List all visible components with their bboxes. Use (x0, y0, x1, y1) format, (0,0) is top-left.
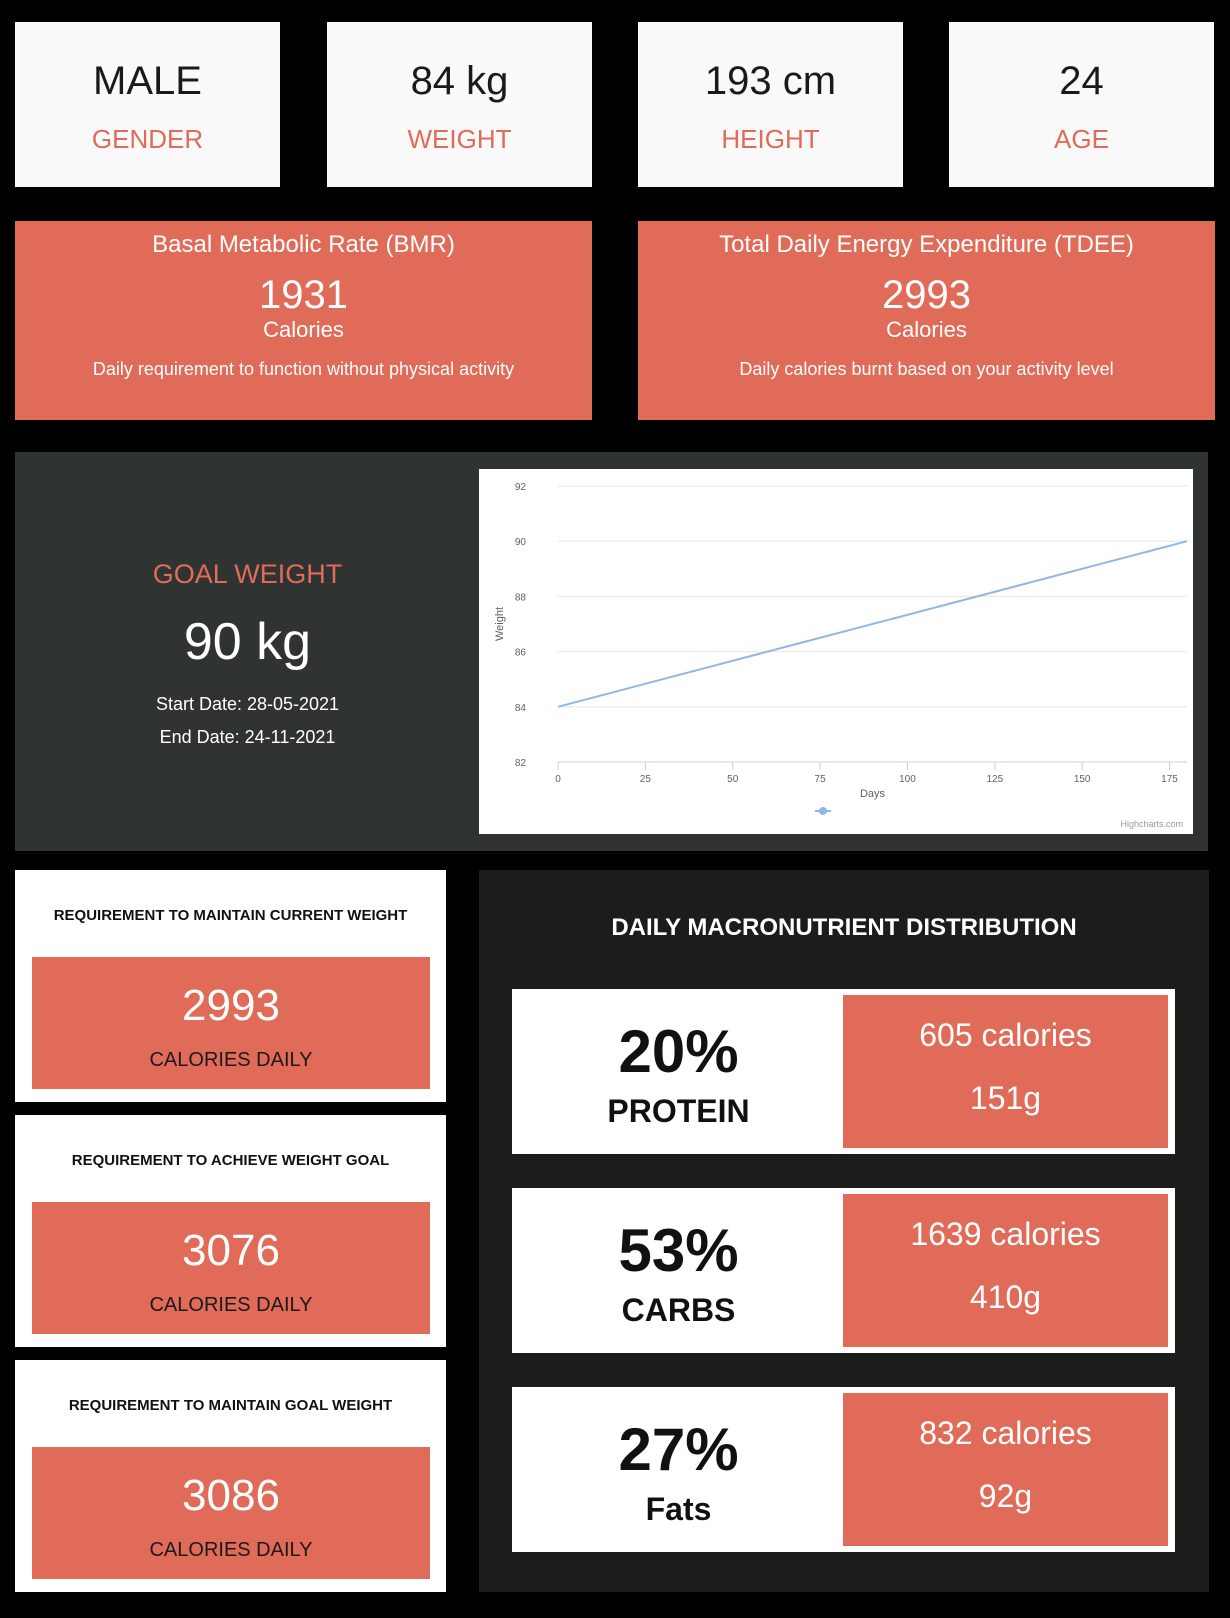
req-value-box: 3076 CALORIES DAILY (32, 1202, 430, 1334)
x-tick-label: 0 (555, 774, 561, 785)
start-date: Start Date: 28-05-2021 (155, 694, 340, 714)
tdee-card: Total Daily Energy Expenditure (TDEE) 29… (638, 221, 1215, 420)
x-tick-label: 100 (899, 774, 916, 785)
macro-grams: 410g (969, 1279, 1042, 1315)
macro-percent: 53% (618, 1217, 739, 1284)
weight-value: 84 kg (410, 59, 509, 103)
tdee-unit: Calories (886, 317, 967, 342)
gender-value: MALE (93, 59, 202, 103)
weight-series-line (557, 540, 1188, 708)
bmr-card: Basal Metabolic Rate (BMR) 1931 Calories… (15, 221, 592, 420)
bmr-unit: Calories (263, 317, 344, 342)
macro-name: Fats (645, 1491, 712, 1527)
macro-fats: 27% Fats 832 calories 92g (512, 1387, 1175, 1552)
tdee-value: 2993 (882, 273, 971, 317)
macro-calories: 832 calories (919, 1415, 1092, 1451)
y-tick-label: 82 (515, 758, 527, 769)
goal-weight-value: 90 kg (183, 613, 312, 671)
req-title: REQUIREMENT TO MAINTAIN GOAL WEIGHT (68, 1397, 393, 1414)
y-axis-title: Weight (494, 607, 506, 641)
goal-weight-title: GOAL WEIGHT (152, 559, 343, 589)
gender-label: GENDER (91, 124, 204, 154)
chart-credit: Highcharts.com (1120, 819, 1183, 829)
macro-percent: 27% (618, 1416, 739, 1483)
gender-card: MALE GENDER (15, 22, 280, 187)
req-value-box: 3086 CALORIES DAILY (32, 1447, 430, 1579)
y-tick-label: 88 (515, 592, 527, 603)
x-tick-label: 175 (1161, 774, 1178, 785)
weight-label: WEIGHT (407, 124, 512, 154)
x-tick-label: 75 (815, 774, 827, 785)
req-unit: CALORIES DAILY (149, 1049, 313, 1071)
macro-grams: 92g (978, 1478, 1033, 1514)
req-title: REQUIREMENT TO MAINTAIN CURRENT WEIGHT (53, 907, 408, 924)
macro-grams: 151g (969, 1080, 1042, 1116)
macronutrient-panel: DAILY MACRONUTRIENT DISTRIBUTION 20% PRO… (479, 870, 1209, 1592)
macro-name: PROTEIN (607, 1093, 750, 1129)
height-value: 193 cm (704, 59, 837, 103)
req-title: REQUIREMENT TO ACHIEVE WEIGHT GOAL (71, 1152, 390, 1169)
macro-detail: 1639 calories 410g (843, 1194, 1168, 1347)
macro-detail: 605 calories 151g (843, 995, 1168, 1148)
legend-series-marker (819, 807, 827, 815)
height-card: 193 cm HEIGHT (638, 22, 903, 187)
x-tick-label: 125 (986, 774, 1003, 785)
macro-name: CARBS (621, 1292, 736, 1328)
y-tick-label: 90 (515, 537, 527, 548)
macro-carbs: 53% CARBS 1639 calories 410g (512, 1188, 1175, 1353)
x-tick-label: 25 (640, 774, 652, 785)
req-unit: CALORIES DAILY (149, 1294, 313, 1316)
req-value: 2993 (182, 981, 280, 1030)
y-tick-label: 86 (515, 648, 527, 659)
height-label: HEIGHT (721, 124, 820, 154)
weight-card: 84 kg WEIGHT (327, 22, 592, 187)
req-value: 3086 (182, 1471, 280, 1520)
macro-calories: 605 calories (919, 1017, 1092, 1053)
bmr-value: 1931 (259, 273, 348, 317)
req-maintain-current: REQUIREMENT TO MAINTAIN CURRENT WEIGHT 2… (15, 870, 446, 1102)
macro-protein: 20% PROTEIN 605 calories 151g (512, 989, 1175, 1154)
tdee-description: Daily calories burnt based on your activ… (739, 359, 1114, 379)
bmr-title: Basal Metabolic Rate (BMR) (152, 231, 455, 258)
macronutrient-title: DAILY MACRONUTRIENT DISTRIBUTION (611, 914, 1077, 941)
macro-percent: 20% (618, 1018, 739, 1085)
req-maintain-goal: REQUIREMENT TO MAINTAIN GOAL WEIGHT 3086… (15, 1360, 446, 1592)
req-value: 3076 (182, 1226, 280, 1275)
bmr-description: Daily requirement to function without ph… (92, 359, 515, 379)
y-tick-label: 84 (515, 703, 527, 714)
macro-detail: 832 calories 92g (843, 1393, 1168, 1546)
goal-info: GOAL WEIGHT 90 kg Start Date: 28-05-2021… (15, 452, 480, 851)
req-value-box: 2993 CALORIES DAILY (32, 957, 430, 1089)
weight-chart-svg: 82 84 86 88 90 92 0 25 50 75 100 125 150 175 Days Weigh… (494, 482, 1188, 829)
end-date: End Date: 24-11-2021 (159, 727, 336, 747)
x-tick-label: 150 (1074, 774, 1091, 785)
weight-chart[interactable]: 82 84 86 88 90 92 0 25 50 75 100 125 150 175 Days Weigh… (479, 469, 1193, 834)
goal-weight-panel: GOAL WEIGHT 90 kg Start Date: 28-05-2021… (15, 452, 1208, 851)
req-achieve-goal: REQUIREMENT TO ACHIEVE WEIGHT GOAL 3076 … (15, 1115, 446, 1347)
age-label: AGE (1054, 124, 1109, 154)
age-value: 24 (1059, 59, 1104, 103)
req-unit: CALORIES DAILY (149, 1539, 313, 1561)
tdee-title: Total Daily Energy Expenditure (TDEE) (719, 231, 1134, 258)
y-tick-label: 92 (515, 482, 527, 493)
x-tick-label: 50 (727, 774, 739, 785)
x-axis-title: Days (860, 788, 886, 800)
age-card: 24 AGE (949, 22, 1214, 187)
macro-calories: 1639 calories (910, 1216, 1101, 1252)
